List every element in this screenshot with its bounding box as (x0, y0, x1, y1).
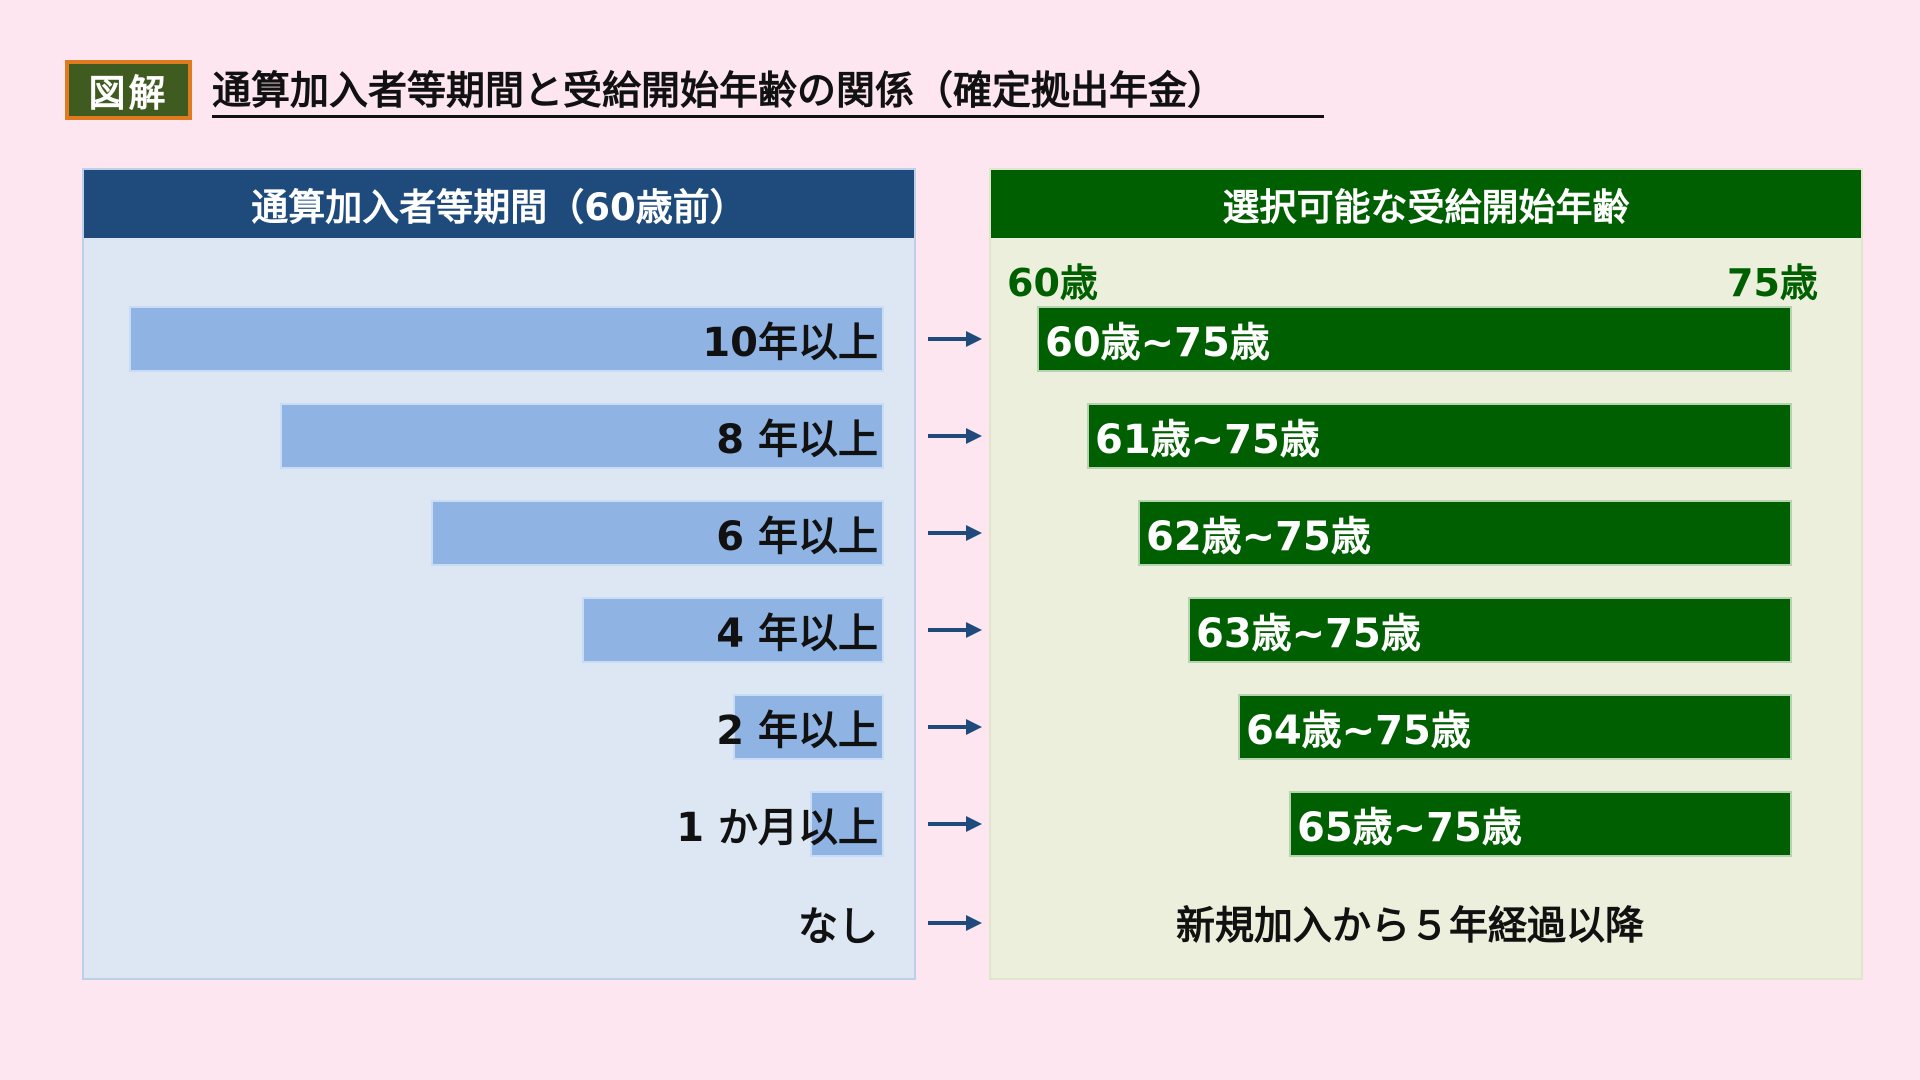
arrow-right-icon (928, 915, 982, 931)
page-title: 通算加入者等期間と受給開始年齢の関係（確定拠出年金） (212, 62, 1324, 118)
left-panel-header: 通算加入者等期間（60歳前） (84, 170, 914, 238)
period-label: 1 か月以上 (676, 805, 878, 851)
age-range-bar: 64歳~75歳 (1238, 694, 1792, 760)
period-bar (810, 791, 884, 857)
period-label: 10年以上 (702, 320, 878, 366)
period-label: 6 年以上 (716, 514, 878, 560)
period-label: 4 年以上 (716, 611, 878, 657)
left-panel: 通算加入者等期間（60歳前） (82, 168, 916, 980)
age-range-bar: 63歳~75歳 (1188, 597, 1792, 663)
arrow-right-icon (928, 525, 982, 541)
period-bar (431, 500, 884, 566)
age-max-label: 75歳 (1727, 261, 1818, 305)
none-period-label: なし (798, 904, 878, 950)
age-range-bar: 60歳~75歳 (1037, 306, 1792, 372)
right-panel-header: 選択可能な受給開始年齢 (991, 170, 1861, 238)
period-bar (280, 403, 884, 469)
arrow-right-icon (928, 622, 982, 638)
arrow-right-icon (928, 719, 982, 735)
arrow-right-icon (928, 816, 982, 832)
age-range-bar: 65歳~75歳 (1289, 791, 1792, 857)
age-range-bar: 61歳~75歳 (1087, 403, 1792, 469)
period-bar (582, 597, 884, 663)
none-note: 新規加入から５年経過以降 (1175, 904, 1644, 949)
arrow-right-icon (928, 428, 982, 444)
period-bar (129, 306, 884, 372)
period-label: 2 年以上 (716, 708, 878, 754)
age-range-bar: 62歳~75歳 (1138, 500, 1792, 566)
age-min-label: 60歳 (1007, 261, 1098, 305)
diagram-badge: 図解 (65, 60, 192, 120)
period-label: 8 年以上 (716, 417, 878, 463)
arrow-right-icon (928, 331, 982, 347)
period-bar (733, 694, 884, 760)
